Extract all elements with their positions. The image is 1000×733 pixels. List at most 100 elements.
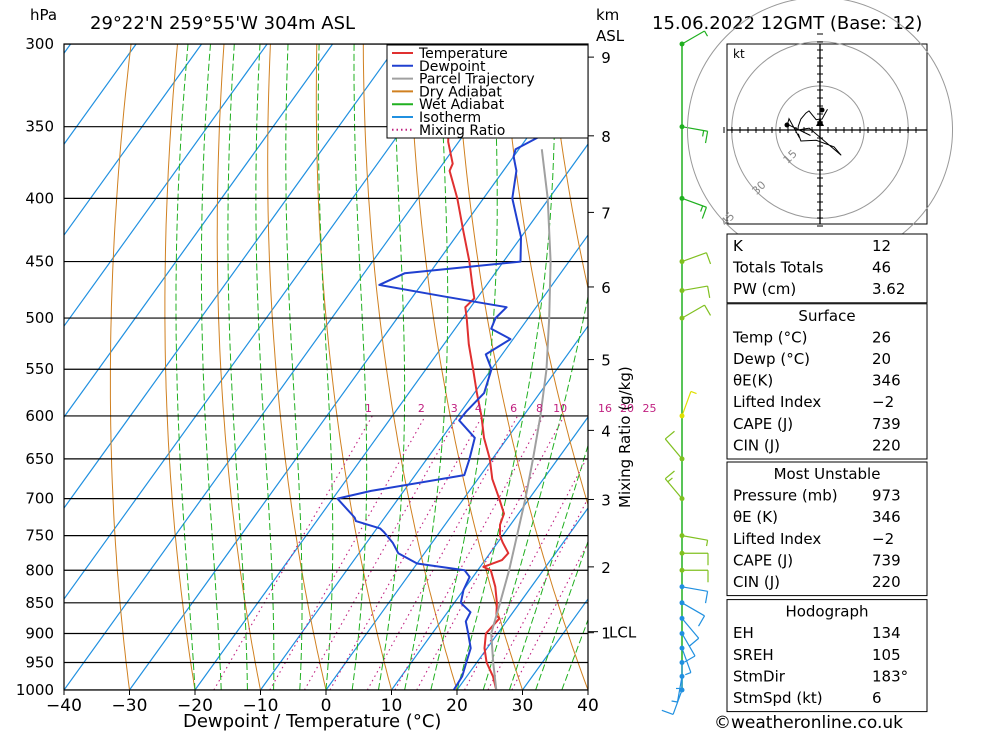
wind-barb-feather [705,252,712,265]
wind-profile [661,30,712,715]
stats-row-label: Totals Totals [732,259,824,277]
wind-barb-feather [700,205,704,212]
wind-barb-staff [681,617,700,639]
legend-label: Dewpoint [419,59,486,75]
dry-adiabat-line [967,44,1000,690]
mixing-ratio-line [416,415,565,690]
mixing-ratio-label: 20 [620,402,634,415]
mixing-ratio-line [464,454,588,690]
mixing-ratio-line [511,541,588,690]
pressure-tick-label: 300 [25,35,54,53]
dry-adiabat-line [109,44,132,690]
x-tick-label: 10 [381,696,403,716]
asl-unit-label: ASL [596,27,625,45]
stats-block-title: Most Unstable [774,465,881,483]
km-tick-label: 4 [601,422,611,440]
mixing-ratio-label: 1 [365,402,372,415]
stats-row-value: 220 [872,436,901,454]
wind-barb-feather [704,131,709,144]
km-tick-label: 1 [601,625,611,643]
legend-label: Mixing Ratio [419,123,505,139]
stats-block [726,599,928,713]
wet-adiabat-line [535,539,588,690]
dry-adiabat-line [548,44,588,291]
stats-row-label: K [733,237,744,255]
stats-row-label: StmDir [733,667,786,685]
mixing-ratio-label: 4 [475,402,482,415]
stats-row-value: 346 [872,508,901,526]
wet-adiabat-line [285,44,303,690]
wind-barb-feather [689,637,700,647]
stats-row-label: Temp (°C) [732,328,807,346]
wind-barb-feather [705,540,709,547]
wet-adiabat-line [456,44,556,690]
stats-row-value: −2 [872,393,894,411]
wind-barb-staff [681,391,692,417]
mixing-ratio-line [329,415,483,690]
stats-row-value: −2 [872,530,894,548]
x-axis-title: Dewpoint / Temperature (°C) [183,711,441,732]
km-tick-label: 3 [601,491,611,509]
legend-label: Wet Adiabat [419,97,505,113]
stats-row-value: 105 [872,646,901,664]
x-tick-label: 30 [512,696,534,716]
isotherm-line [391,416,588,690]
x-tick-label: −30 [112,696,148,716]
mixing-ratio-labels: 1 2 3 4 6 8 10 16 20 25 [365,402,657,415]
storm-motion-marker [816,118,824,126]
isotherm-line [129,52,588,690]
wind-barb-feather [707,285,711,298]
plot-grid [64,44,1000,690]
plot-series [336,44,553,690]
isotherm-line [64,44,334,419]
hodograph-point [819,107,825,113]
stats-block [726,233,928,304]
mixing-ratio-label: 2 [418,402,425,415]
wind-barb-staff [681,633,696,657]
wet-adiabat-line [200,44,222,690]
mixing-ratio-axis-label: Mixing Ratio (g/kg) [616,366,634,508]
pressure-tick-label: 1000 [16,681,54,699]
hodograph-frame [726,43,928,225]
stats-block-title: Surface [798,307,855,325]
stats-row-value: 220 [872,573,901,591]
wind-barb-feather [690,390,697,395]
stats-block [726,303,928,460]
wind-barb-feather [702,130,705,137]
stats-panel: K 12 Totals Totals 46 PW (cm) 3.62 Surface Temp… [726,233,928,713]
legend-label: Parcel Trajectory [419,72,535,88]
wind-barb-feather [667,477,673,483]
wind-barb-feather [664,470,675,480]
hodograph-point [784,122,790,128]
wind-barb-staff [681,252,707,263]
wet-adiabat-line [377,44,406,690]
pressure-tick-label: 400 [25,189,54,207]
wind-barb-feather [671,700,678,703]
wind-barb-feather [685,672,692,676]
mixing-ratio-line [366,415,519,690]
wind-barb-feather [703,304,712,316]
stats-row-value: 12 [872,237,891,255]
wind-barb-staff [664,438,683,460]
km-tick-label: 7 [601,204,611,222]
legend-box [386,44,589,139]
stats-row-label: θE(K) [733,372,773,390]
wind-barb-feather [697,615,706,627]
stats-row-label: CIN (J) [733,436,780,454]
stats-row-value: 134 [872,624,901,642]
stats-row-value: 183° [872,667,908,685]
wind-barb-staff [672,689,683,715]
mixing-ratio-label: 25 [643,402,657,415]
pressure-tick-label: 800 [25,561,54,579]
stats-row-value: 26 [872,328,891,346]
wet-adiabat-line [430,44,498,690]
km-unit-label: km [596,6,619,24]
stats-row-label: Pressure (mb) [733,487,838,505]
stats-row-label: Lifted Index [733,393,821,411]
legend-label: Dry Adiabat [419,84,502,100]
pressure-tick-label: 700 [25,490,54,508]
km-tick-label: 9 [601,49,611,67]
x-tick-label: −10 [243,696,279,716]
